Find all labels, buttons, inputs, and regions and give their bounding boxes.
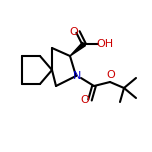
Text: O: O: [70, 27, 78, 37]
Text: O: O: [107, 70, 115, 80]
Text: OH: OH: [96, 39, 114, 49]
Text: O: O: [81, 95, 89, 105]
Polygon shape: [70, 42, 85, 56]
Text: N: N: [73, 71, 81, 81]
